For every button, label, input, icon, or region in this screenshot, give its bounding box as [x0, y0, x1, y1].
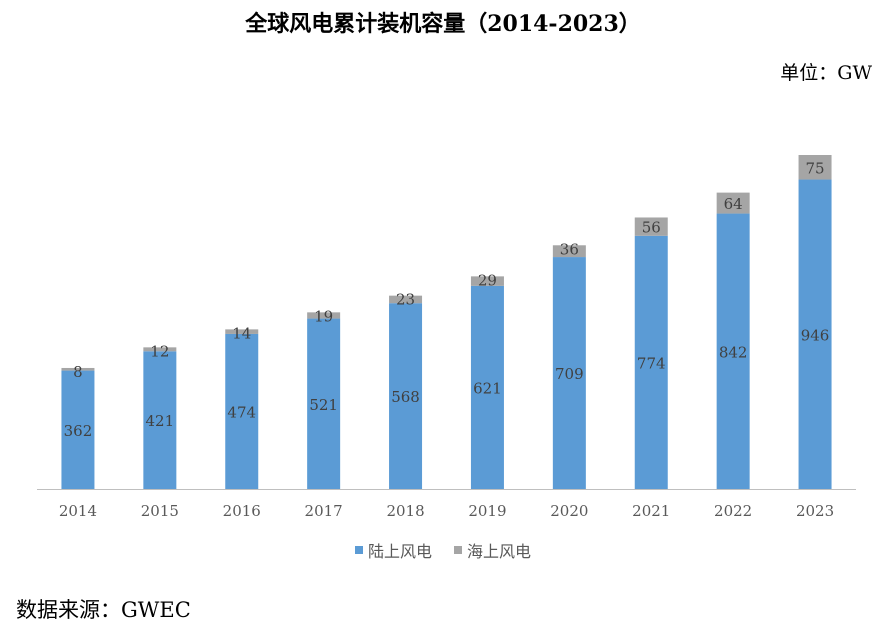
x-tick-label-2015: 2015 [141, 502, 179, 520]
legend: 陆上风电 海上风电 [0, 538, 886, 562]
bar-onshore-2014 [61, 370, 95, 489]
data-label-onshore-2022: 842 [719, 343, 748, 361]
x-tick-label-2018: 2018 [386, 502, 424, 520]
bar-offshore-2018 [389, 295, 423, 304]
data-label-offshore-2022: 64 [724, 195, 743, 213]
bar-offshore-2022 [716, 192, 750, 214]
data-label-onshore-2018: 568 [391, 388, 420, 406]
data-label-offshore-2015: 12 [150, 342, 169, 360]
bar-offshore-2015 [143, 347, 177, 352]
bar-onshore-2016 [225, 333, 259, 489]
bar-onshore-2021 [634, 235, 668, 489]
data-label-offshore-2023: 75 [806, 159, 825, 177]
data-label-offshore-2016: 14 [232, 324, 251, 342]
x-tick-label-2019: 2019 [468, 502, 506, 520]
bar-offshore-2020 [552, 245, 586, 258]
unit-label: 单位：GW [780, 62, 872, 84]
bar-onshore-2019 [470, 285, 504, 489]
bar-onshore-2023 [798, 179, 832, 489]
bar-onshore-2018 [389, 303, 423, 489]
data-label-onshore-2023: 946 [801, 326, 830, 344]
legend-label-onshore: 陆上风电 [367, 542, 432, 561]
bar-offshore-2019 [470, 276, 504, 286]
data-label-onshore-2016: 474 [227, 403, 256, 421]
bar-onshore-2020 [552, 257, 586, 489]
legend-item-onshore: 陆上风电 [354, 538, 432, 562]
data-label-offshore-2017: 19 [314, 307, 333, 325]
data-label-onshore-2021: 774 [637, 354, 666, 372]
data-label-onshore-2014: 362 [64, 422, 93, 440]
x-tick-label-2021: 2021 [632, 502, 670, 520]
data-label-onshore-2017: 521 [309, 396, 338, 414]
data-label-offshore-2014: 8 [73, 363, 83, 381]
data-label-offshore-2018: 23 [396, 291, 415, 309]
data-label-offshore-2019: 29 [478, 271, 497, 289]
x-tick-label-2022: 2022 [714, 502, 752, 520]
source-note: 数据来源：GWEC [16, 598, 191, 622]
bar-offshore-2016 [225, 329, 259, 334]
data-label-onshore-2020: 709 [555, 365, 584, 383]
data-label-offshore-2020: 36 [560, 240, 579, 258]
bar-onshore-2015 [143, 351, 177, 489]
legend-label-offshore: 海上风电 [467, 542, 532, 561]
legend-item-offshore: 海上风电 [454, 538, 531, 562]
bar-offshore-2021 [634, 217, 668, 236]
data-label-offshore-2021: 56 [642, 219, 661, 237]
legend-swatch-onshore [354, 546, 363, 554]
bar-offshore-2014 [61, 367, 95, 371]
x-tick-label-2017: 2017 [305, 502, 343, 520]
x-tick-label-2016: 2016 [223, 502, 261, 520]
x-tick-label-2020: 2020 [550, 502, 588, 520]
data-label-onshore-2015: 421 [146, 412, 175, 430]
x-tick-label-2023: 2023 [796, 502, 834, 520]
bar-offshore-2023 [798, 155, 832, 180]
legend-swatch-offshore [454, 546, 462, 554]
chart-title: 全球风电累计装机容量（2014-2023） [245, 11, 641, 37]
bar-offshore-2017 [307, 312, 341, 319]
x-tick-label-2014: 2014 [59, 502, 97, 520]
bar-onshore-2022 [716, 213, 750, 489]
data-label-onshore-2019: 621 [473, 379, 502, 397]
bar-onshore-2017 [307, 318, 341, 489]
